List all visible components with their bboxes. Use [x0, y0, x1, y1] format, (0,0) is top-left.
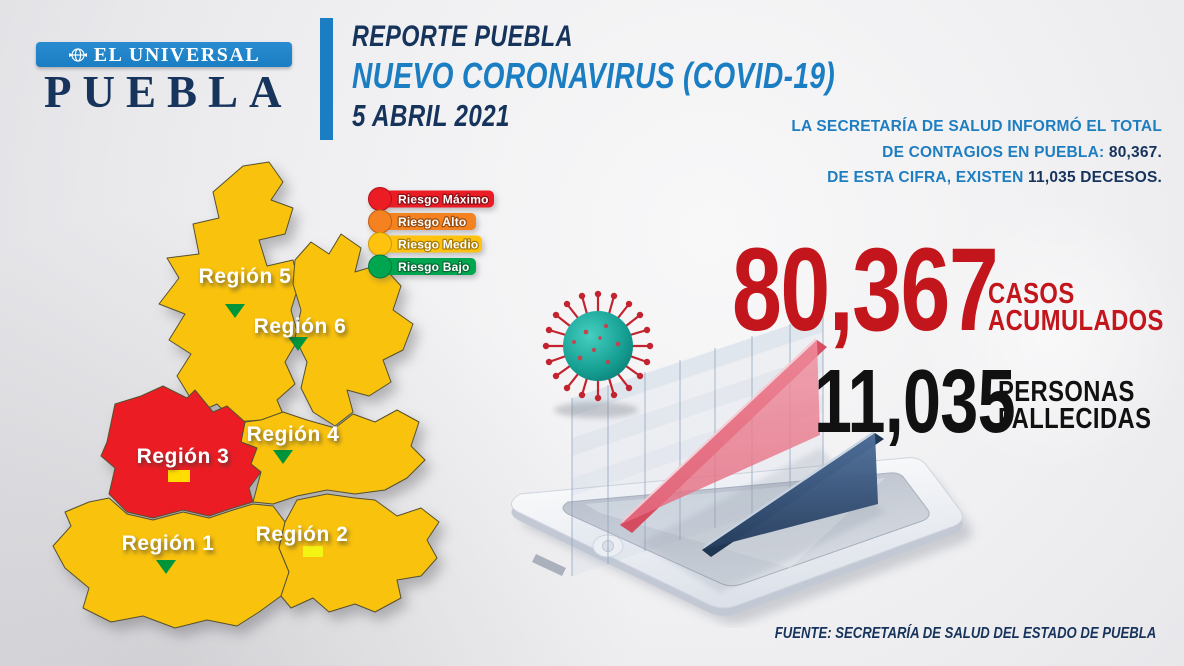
region-2-label: Región 2: [256, 523, 349, 546]
svg-text:Riesgo Bajo: Riesgo Bajo: [398, 260, 470, 274]
svg-text:Riesgo Medio: Riesgo Medio: [398, 238, 478, 252]
cases-wedge: [620, 338, 827, 533]
map-region-3: [100, 385, 262, 519]
legend-item-maximo: Riesgo Máximo: [368, 187, 494, 211]
report-title-block: REPORTE PUEBLA NUEVO CORONAVIRUS (COVID-…: [352, 22, 971, 137]
region-3-label: Región 3: [137, 445, 230, 468]
tablet-side-port: [532, 554, 566, 576]
svg-text:Riesgo Alto: Riesgo Alto: [398, 215, 466, 229]
map-region-4: [240, 409, 426, 505]
region-4-label: Región 4: [247, 423, 340, 446]
region-5-marker: [225, 304, 245, 318]
region-3-marker: [168, 470, 190, 482]
svg-text:Riesgo Máximo: Riesgo Máximo: [398, 193, 489, 207]
region-1-label: Región 1: [122, 532, 215, 555]
cases-value: 80,367: [732, 224, 999, 356]
region-1-marker: [156, 560, 176, 574]
map-region-6: [292, 233, 414, 427]
region-6-label: Región 6: [254, 315, 347, 338]
report-title: REPORTE PUEBLA: [352, 20, 573, 53]
deaths-value: 11,035: [814, 352, 1016, 452]
coronavirus-3d-icon: [542, 290, 654, 418]
risk-legend: Riesgo Máximo Riesgo Alto Riesgo Medio R…: [368, 187, 494, 279]
summary-line-1: LA SECRETARÍA DE SALUD INFORMÓ EL TOTAL: [791, 118, 1162, 135]
legend-item-medio: Riesgo Medio: [368, 232, 482, 256]
legend-item-bajo: Riesgo Bajo: [368, 254, 476, 279]
masthead-bar: EL UNIVERSAL: [36, 42, 292, 67]
summary-line-3: DE ESTA CIFRA, EXISTEN 11,035 DECESOS.: [827, 169, 1162, 187]
map-region-5: [158, 161, 300, 423]
legend-item-alto: Riesgo Alto: [368, 209, 476, 234]
source-credit: FUENTE: SECRETARÍA DE SALUD DEL ESTADO D…: [774, 625, 1156, 642]
masthead-title: EL UNIVERSAL: [93, 43, 261, 66]
virus-surface-dots: [572, 323, 621, 365]
deaths-wedge: [702, 431, 884, 557]
summary-line-2: DE CONTAGIOS EN PUEBLA: 80,367.: [882, 143, 1162, 161]
region-2-marker: [303, 546, 323, 557]
cases-stat: 80,367 CASOS ACUMULADOS: [732, 224, 1163, 356]
el-universal-logo: EL UNIVERSAL PUEBLA: [36, 42, 292, 115]
map-region-2: [278, 493, 440, 613]
region-4-marker: [273, 450, 293, 464]
region-6-marker: [288, 337, 308, 351]
report-date: 5 ABRIL 2021: [352, 98, 510, 133]
virus-body: [563, 311, 633, 381]
summary-text: LA SECRETARÍA DE SALUD INFORMÓ EL TOTAL …: [692, 114, 1162, 191]
tablet-chart-illustration: [511, 290, 973, 624]
globe-wings-icon: [68, 47, 87, 62]
region-5-label: Región 5: [199, 265, 292, 288]
virus-spike-tips: [542, 290, 654, 402]
puebla-regions-map: Región 5 Región 6 Región 3 Región 4 Regi…: [52, 161, 440, 629]
cases-caption: CASOS ACUMULADOS: [988, 277, 1164, 338]
masthead-subtitle: PUEBLA: [44, 67, 293, 117]
chart-glass-band: [572, 354, 823, 456]
report-subtitle: NUEVO CORONAVIRUS (COVID-19): [352, 55, 836, 96]
deaths-stat: 11,035 PERSONAS FALLECIDAS: [814, 352, 1151, 452]
title-accent-bar: [320, 18, 333, 140]
deaths-caption: PERSONAS FALLECIDAS: [998, 375, 1152, 436]
chart-glass-band: [572, 314, 823, 416]
